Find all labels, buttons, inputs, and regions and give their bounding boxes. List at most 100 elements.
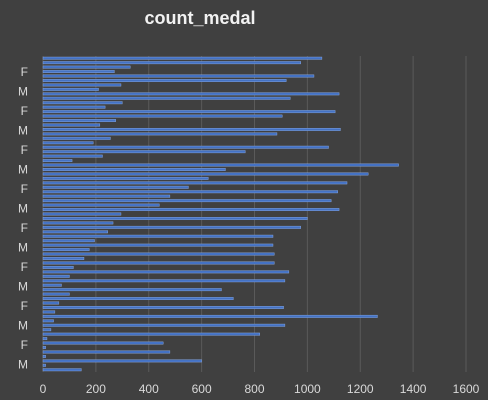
x-tick-label: 1600	[453, 382, 480, 396]
y-tick-label: F	[21, 143, 28, 157]
bar	[42, 337, 48, 341]
x-tick-label: 1000	[294, 382, 321, 396]
bar	[42, 239, 95, 243]
bar	[42, 181, 348, 185]
bar	[42, 105, 106, 109]
bar	[42, 270, 290, 274]
y-tick-label: M	[18, 162, 28, 176]
y-tick-label: F	[21, 221, 28, 235]
bar	[42, 279, 286, 283]
bar	[42, 217, 308, 220]
bar	[42, 297, 234, 300]
bars	[42, 56, 399, 372]
y-tick-label: F	[21, 338, 28, 352]
bar	[42, 101, 123, 105]
bar	[42, 265, 74, 269]
bar	[42, 87, 99, 91]
bar	[42, 243, 274, 247]
y-tick-label: M	[18, 84, 28, 98]
x-tick-labels: 0 200 400 600 800 1000 1200 1400 1600	[40, 382, 480, 396]
bar	[42, 354, 46, 358]
bar	[42, 185, 189, 189]
bar	[42, 145, 329, 149]
bar	[42, 225, 301, 229]
bar	[42, 323, 286, 327]
bar	[42, 257, 85, 260]
bar	[42, 368, 82, 372]
bar	[42, 154, 103, 158]
bar	[42, 172, 369, 176]
y-tick-label: F	[21, 299, 28, 313]
bar	[42, 92, 340, 96]
y-tick-label: M	[18, 318, 28, 332]
y-tick-label: M	[18, 201, 28, 215]
bar	[42, 332, 260, 336]
y-tick-label: M	[18, 240, 28, 254]
bar	[42, 252, 275, 256]
bar	[42, 288, 222, 292]
bar	[42, 314, 378, 318]
bar	[42, 163, 399, 167]
x-tick-label: 0	[40, 382, 47, 396]
bar	[42, 261, 275, 265]
bar	[42, 79, 287, 82]
bar	[42, 234, 274, 238]
y-tick-label: F	[21, 260, 28, 274]
bar	[42, 132, 278, 136]
bar	[42, 328, 52, 332]
bar	[42, 96, 291, 100]
bar	[42, 159, 73, 163]
bar	[42, 194, 171, 198]
bar	[42, 128, 341, 131]
bar	[42, 203, 160, 207]
bar	[42, 319, 54, 323]
bar	[42, 114, 283, 118]
bar	[42, 248, 90, 252]
y-tick-label: M	[18, 357, 28, 371]
bar	[42, 346, 46, 349]
bar	[42, 212, 122, 216]
bar	[42, 110, 336, 114]
y-tick-label: F	[21, 182, 28, 196]
x-tick-label: 1400	[400, 382, 427, 396]
x-tick-label: 1200	[347, 382, 374, 396]
y-tick-label: F	[21, 104, 28, 118]
bar	[42, 283, 62, 287]
x-tick-label: 800	[244, 382, 264, 396]
x-tick-label: 400	[139, 382, 159, 396]
y-tick-label: M	[18, 123, 28, 137]
bar	[42, 363, 46, 367]
bar	[42, 292, 70, 296]
bar	[42, 221, 114, 225]
bar	[42, 65, 131, 69]
bar	[42, 176, 209, 180]
gridlines	[42, 56, 467, 372]
bar	[42, 83, 122, 87]
bar	[42, 310, 56, 314]
bar	[42, 123, 101, 127]
bar	[42, 230, 108, 234]
bar	[42, 61, 301, 65]
bar	[42, 301, 60, 305]
y-tick-label: F	[21, 65, 28, 79]
bar	[42, 136, 111, 140]
bar	[42, 141, 94, 145]
bar	[42, 56, 323, 60]
bar	[42, 190, 338, 194]
x-tick-label: 200	[86, 382, 106, 396]
bar	[42, 199, 332, 203]
bar	[42, 70, 115, 74]
chart-title: count_medal	[144, 8, 255, 28]
y-tick-label: M	[18, 279, 28, 293]
bar	[42, 350, 171, 354]
bar	[42, 208, 340, 211]
bar	[42, 150, 246, 154]
bar	[42, 359, 202, 363]
bar	[42, 306, 284, 309]
bar	[42, 341, 164, 345]
bar	[42, 119, 116, 122]
x-tick-label: 600	[192, 382, 212, 396]
